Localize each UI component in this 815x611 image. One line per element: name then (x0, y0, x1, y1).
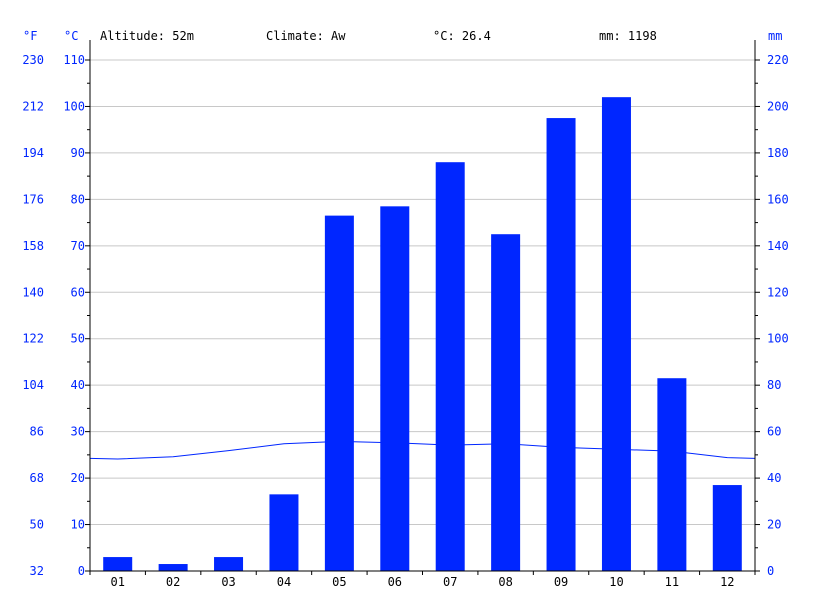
precipitation-bar (158, 564, 188, 571)
month-tick-label: 02 (166, 575, 180, 589)
month-tick-label: 05 (332, 575, 346, 589)
fahrenheit-tick-label: 230 (22, 53, 44, 67)
celsius-tick-label: 0 (78, 564, 85, 578)
mm-tick-label: 200 (767, 99, 789, 113)
mm-tick-label: 120 (767, 285, 789, 299)
tick-labels: 0102030405060708090100110325068861041221… (22, 53, 788, 589)
precipitation-bar (435, 162, 465, 571)
celsius-tick-label: 30 (71, 425, 85, 439)
mm-tick-label: 0 (767, 564, 774, 578)
precipitation-bar (103, 557, 133, 571)
celsius-tick-label: 90 (71, 146, 85, 160)
celsius-tick-label: 40 (71, 378, 85, 392)
celsius-tick-label: 50 (71, 332, 85, 346)
mm-tick-label: 60 (767, 425, 781, 439)
mm-tick-label: 20 (767, 518, 781, 532)
month-tick-label: 06 (388, 575, 402, 589)
precipitation-bar (380, 206, 410, 571)
month-tick-label: 09 (554, 575, 568, 589)
mean-temperature-label: °C: 26.4 (433, 29, 491, 43)
month-tick-label: 04 (277, 575, 291, 589)
celsius-tick-label: 10 (71, 518, 85, 532)
fahrenheit-tick-label: 176 (22, 192, 44, 206)
celsius-tick-label: 60 (71, 285, 85, 299)
celsius-tick-label: 20 (71, 471, 85, 485)
fahrenheit-tick-label: 140 (22, 285, 44, 299)
fahrenheit-tick-label: 68 (30, 471, 44, 485)
month-tick-label: 03 (221, 575, 235, 589)
celsius-tick-label: 110 (63, 53, 85, 67)
mm-tick-label: 100 (767, 332, 789, 346)
month-tick-label: 12 (720, 575, 734, 589)
fahrenheit-tick-label: 104 (22, 378, 44, 392)
celsius-unit-label: °C (64, 29, 78, 43)
month-tick-label: 07 (443, 575, 457, 589)
mm-tick-label: 160 (767, 192, 789, 206)
fahrenheit-tick-label: 122 (22, 332, 44, 346)
mm-unit-label: mm (768, 29, 782, 43)
fahrenheit-tick-label: 212 (22, 99, 44, 113)
mm-tick-label: 40 (767, 471, 781, 485)
month-tick-label: 11 (665, 575, 679, 589)
annual-precipitation-label: mm: 1198 (599, 29, 657, 43)
precipitation-bar (324, 215, 354, 571)
precipitation-bar (214, 557, 244, 571)
altitude-label: Altitude: 52m (100, 29, 194, 43)
mm-tick-label: 180 (767, 146, 789, 160)
fahrenheit-tick-label: 194 (22, 146, 44, 160)
precipitation-bar (712, 485, 742, 571)
month-tick-label: 01 (110, 575, 124, 589)
precipitation-bar (269, 494, 299, 571)
mm-tick-label: 220 (767, 53, 789, 67)
celsius-tick-label: 100 (63, 99, 85, 113)
fahrenheit-tick-label: 32 (30, 564, 44, 578)
axes (85, 40, 760, 575)
precipitation-bar (491, 234, 521, 572)
precipitation-bar (657, 378, 687, 571)
precipitation-bar (546, 118, 576, 572)
precipitation-bar (601, 97, 631, 571)
temperature-line (89, 440, 756, 460)
fahrenheit-tick-label: 158 (22, 239, 44, 253)
celsius-tick-label: 70 (71, 239, 85, 253)
precipitation-bars (103, 97, 742, 572)
month-tick-label: 08 (498, 575, 512, 589)
fahrenheit-tick-label: 50 (30, 518, 44, 532)
mm-tick-label: 80 (767, 378, 781, 392)
month-tick-label: 10 (609, 575, 623, 589)
climate-label: Climate: Aw (266, 29, 346, 43)
grid-lines (90, 59, 755, 572)
mm-tick-label: 140 (767, 239, 789, 253)
fahrenheit-tick-label: 86 (30, 425, 44, 439)
fahrenheit-unit-label: °F (23, 29, 37, 43)
celsius-tick-label: 80 (71, 192, 85, 206)
temperature-series-line (89, 440, 756, 460)
